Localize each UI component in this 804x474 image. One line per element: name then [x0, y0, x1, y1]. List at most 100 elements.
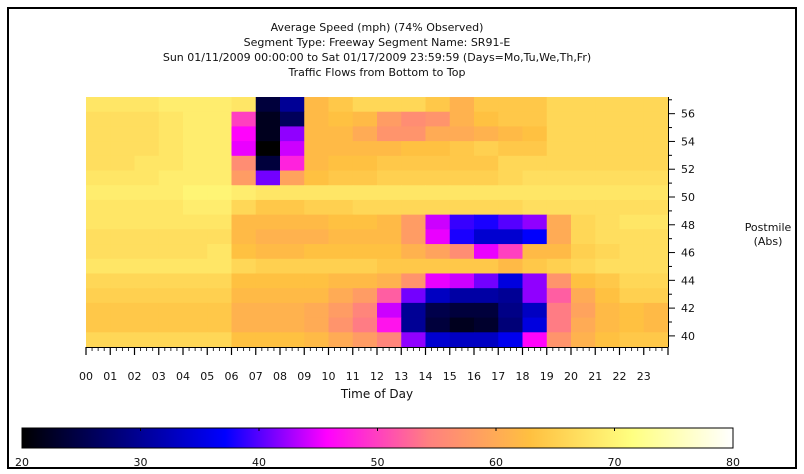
- heatmap-cell: [207, 170, 232, 186]
- heatmap-cell: [134, 273, 160, 289]
- heatmap-cell: [255, 288, 281, 304]
- heatmap-cell: [595, 244, 620, 260]
- heatmap-cell: [110, 141, 135, 157]
- heatmap-cell: [134, 288, 160, 304]
- heatmap-cell: [304, 229, 329, 245]
- heatmap-cell: [498, 229, 523, 245]
- x-tick-label: 14: [419, 370, 433, 383]
- heatmap-cell: [134, 302, 160, 319]
- heatmap-cell: [280, 332, 305, 348]
- heatmap-cell: [401, 97, 426, 113]
- heatmap-cell: [377, 317, 402, 333]
- heatmap-cell: [522, 126, 548, 142]
- heatmap-cell: [377, 155, 402, 172]
- heatmap-cell: [401, 229, 426, 245]
- x-tick-label: 03: [152, 370, 166, 383]
- heatmap-cell: [401, 155, 426, 172]
- heatmap-cell: [595, 317, 620, 333]
- heatmap-cell: [328, 111, 354, 127]
- heatmap-cell: [280, 170, 305, 186]
- heatmap-cell: [280, 244, 305, 260]
- x-tick-label: 05: [200, 370, 214, 383]
- heatmap-cell: [643, 199, 669, 216]
- heatmap-cell: [134, 111, 160, 127]
- heatmap-cell: [304, 141, 329, 157]
- heatmap-cell: [352, 288, 378, 304]
- heatmap-cell: [304, 155, 329, 172]
- heatmap-cell: [158, 126, 184, 142]
- heatmap-cell: [401, 258, 426, 274]
- heatmap-cell: [546, 244, 572, 260]
- heatmap-cell: [158, 111, 184, 127]
- heatmap-cell: [449, 244, 475, 260]
- heatmap-cell: [328, 199, 354, 216]
- heatmap-cell: [158, 155, 184, 172]
- heatmap-cell: [546, 199, 572, 216]
- heatmap-cell: [158, 273, 184, 289]
- heatmap-cell: [183, 214, 208, 230]
- heatmap-cell: [546, 170, 572, 186]
- x-tick-label: 16: [467, 370, 481, 383]
- heatmap-cell: [522, 244, 548, 260]
- heatmap-cell: [595, 111, 620, 127]
- heatmap-cell: [304, 214, 329, 230]
- heatmap-cell: [86, 258, 111, 274]
- heatmap-cell: [183, 244, 208, 260]
- heatmap-cell: [183, 170, 208, 186]
- heatmap-cell: [183, 332, 208, 348]
- x-tick-label: 11: [346, 370, 360, 383]
- heatmap-cell: [595, 214, 620, 230]
- heatmap-cell: [401, 170, 426, 186]
- heatmap-cell: [425, 273, 451, 289]
- heatmap-cell: [595, 170, 620, 186]
- heatmap-cell: [134, 199, 160, 216]
- heatmap-cell: [425, 302, 451, 319]
- heatmap-cell: [207, 214, 232, 230]
- heatmap-cell: [328, 229, 354, 245]
- heatmap-cell: [231, 170, 257, 186]
- heatmap-cell: [304, 126, 329, 142]
- heatmap-cell: [158, 244, 184, 260]
- heatmap-cell: [280, 288, 305, 304]
- heatmap-cell: [595, 126, 620, 142]
- heatmap-cell: [474, 244, 499, 260]
- heatmap-cell: [546, 288, 572, 304]
- heatmap-cell: [86, 155, 111, 172]
- chart-axes: 00 01 02 03 04 05 06 07 08 09 10 11 12 13 14 15 16 17 18 19…: [79, 97, 695, 383]
- heatmap-cell: [352, 111, 378, 127]
- heatmap-cell: [571, 317, 596, 333]
- heatmap-cell: [474, 155, 499, 172]
- x-tick-label: 00: [79, 370, 93, 383]
- heatmap-cell: [643, 141, 669, 157]
- heatmap-cell: [546, 185, 572, 201]
- heatmap-cell: [328, 302, 354, 319]
- chart-title-block: Average Speed (mph) (74% Observed) Segme…: [86, 20, 668, 80]
- heatmap-cell: [619, 302, 645, 319]
- heatmap-cell: [571, 155, 596, 172]
- heatmap-cell: [304, 273, 329, 289]
- heatmap-cell: [377, 199, 402, 216]
- heatmap-cell: [328, 141, 354, 157]
- heatmap-cell: [522, 229, 548, 245]
- heatmap-cell: [255, 199, 281, 216]
- heatmap-cell: [546, 317, 572, 333]
- heatmap-cell: [328, 185, 354, 201]
- heatmap-cell: [158, 214, 184, 230]
- colorbar-tick-label: 20: [15, 456, 29, 469]
- heatmap-cell: [401, 111, 426, 127]
- heatmap-cell: [207, 317, 232, 333]
- heatmap-cell: [231, 244, 257, 260]
- heatmap-cell: [134, 126, 160, 142]
- heatmap-cell: [280, 258, 305, 274]
- heatmap-cell: [280, 126, 305, 142]
- heatmap-cell: [255, 111, 281, 127]
- heatmap-cell: [643, 244, 669, 260]
- heatmap-cell: [474, 332, 499, 348]
- heatmap-cell: [134, 258, 160, 274]
- heatmap-cell: [498, 199, 523, 216]
- heatmap-cell: [498, 332, 523, 348]
- heatmap-cell: [255, 126, 281, 142]
- heatmap-cell: [619, 155, 645, 172]
- heatmap-cell: [522, 258, 548, 274]
